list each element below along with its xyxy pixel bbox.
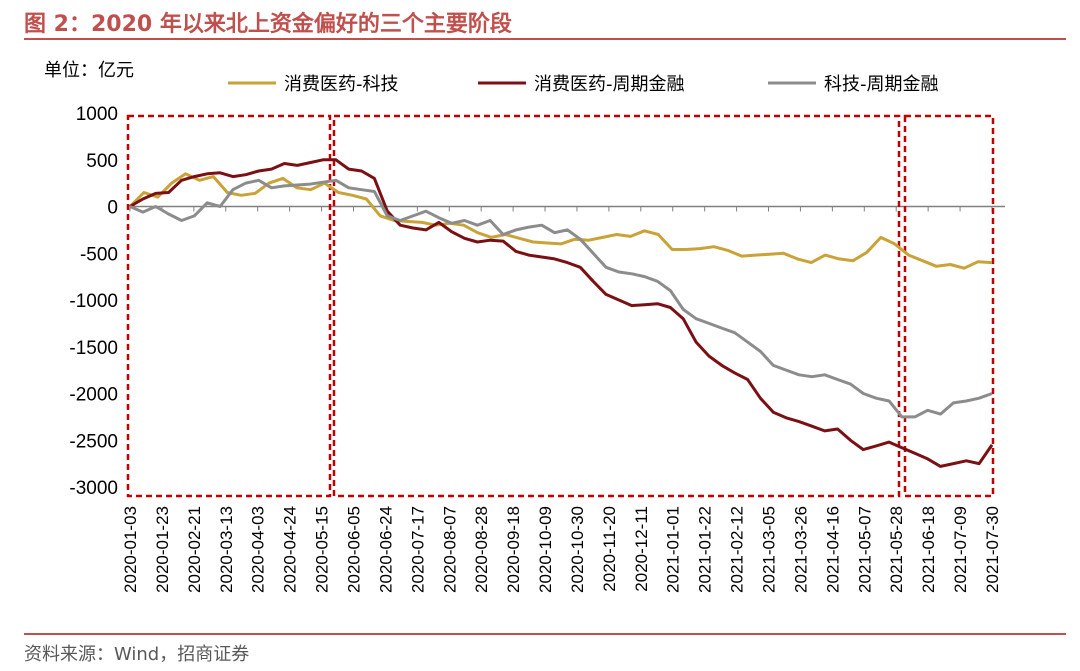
y-axis: 1000 500 0 -500 -1000 -1500 -2000 -2500 -3000: [69, 104, 118, 499]
x-tick-label: 2020-08-28: [472, 506, 491, 593]
x-tick-label: 2021-05-28: [887, 506, 906, 593]
chart-title: 图 2：2020 年以来北上资金偏好的三个主要阶段: [24, 12, 512, 37]
x-tick-label: 2020-07-17: [408, 506, 427, 593]
y-tick-label: -3000: [69, 478, 118, 499]
x-tick-label: 2021-05-07: [855, 506, 874, 593]
x-tick-label: 2021-06-18: [919, 506, 938, 593]
x-tick-label: 2021-07-09: [951, 506, 970, 593]
legend-label: 消费医药-科技: [284, 74, 399, 95]
x-tick-label: 2020-01-23: [153, 506, 172, 593]
y-tick-label: -1500: [69, 338, 118, 359]
x-tick-label: 2021-07-30: [983, 506, 1002, 593]
x-tick-label: 2020-09-18: [504, 506, 523, 593]
x-tick-label: 2020-10-09: [536, 506, 555, 593]
y-tick-label: -1000: [69, 291, 118, 312]
unit-label: 单位：亿元: [44, 60, 134, 81]
x-tick-label: 2021-02-12: [728, 506, 747, 593]
x-tick-label: 2021-04-16: [823, 506, 842, 593]
legend-label: 消费医药-周期金融: [534, 74, 685, 95]
series-line-1: [128, 172, 993, 270]
x-tick-label: 2020-06-24: [376, 506, 395, 593]
stage-2-box: [332, 114, 901, 498]
x-tick-label: 2020-10-30: [568, 506, 587, 593]
y-tick-label: 0: [107, 198, 118, 219]
source-divider: [24, 633, 1066, 635]
legend-label: 科技-周期金融: [824, 74, 939, 95]
stage-boxes: [126, 114, 995, 498]
x-tick-label: 2021-01-22: [696, 506, 715, 593]
x-tick-label: 2020-06-05: [344, 506, 363, 593]
x-axis: 2020-01-03 2020-01-23 2020-02-21 2020-03-13…: [121, 206, 1002, 593]
legend: 消费医药-科技 消费医药-周期金融 科技-周期金融: [228, 74, 939, 95]
x-tick-label: 2020-04-03: [249, 506, 268, 593]
series-line-3: [129, 178, 993, 419]
x-tick-label: 2020-03-13: [217, 506, 236, 593]
x-tick-label: 2020-11-20: [600, 506, 619, 592]
x-tick-label: 2021-03-26: [791, 506, 810, 593]
x-tick-label: 2020-05-15: [313, 506, 332, 593]
x-tick-label: 2021-01-01: [664, 506, 683, 593]
y-tick-label: -2500: [69, 431, 118, 452]
y-tick-label: 500: [86, 151, 118, 172]
source-note: 资料来源：Wind，招商证券: [24, 644, 250, 665]
x-tick-label: 2021-03-05: [760, 506, 779, 593]
x-tick-label: 2020-04-24: [281, 506, 300, 593]
series-lines: [128, 158, 994, 468]
x-tick-label: 2020-08-07: [440, 506, 459, 593]
stage-3-box: [903, 114, 995, 498]
title-divider: [24, 38, 1066, 40]
y-tick-label: -2000: [69, 385, 118, 406]
series-line-2: [129, 158, 994, 468]
x-tick-label: 2020-12-11: [632, 506, 651, 592]
y-tick-label: 1000: [76, 104, 118, 125]
y-tick-label: -500: [80, 244, 118, 265]
stage-1-box: [126, 114, 332, 498]
x-tick-label: 2020-02-21: [185, 506, 204, 593]
x-tick-label: 2020-01-03: [121, 506, 140, 593]
